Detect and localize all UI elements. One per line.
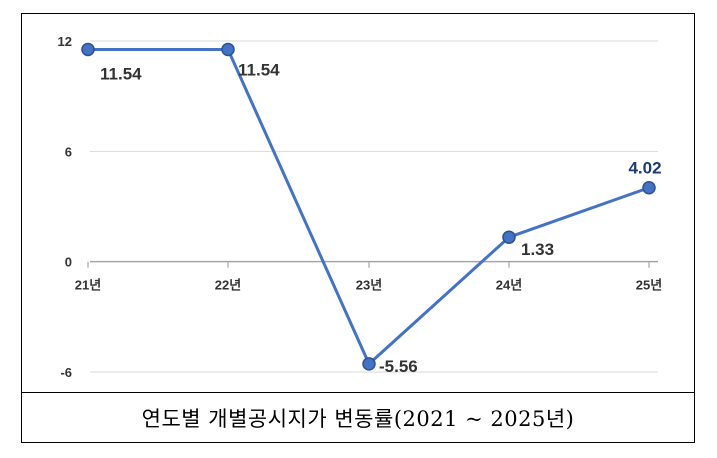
y-tick-label: 12 bbox=[58, 34, 72, 49]
chart-caption: 연도별 개별공시지가 변동률(2021 ~ 2025년) bbox=[22, 392, 694, 443]
x-tick-label: 23년 bbox=[356, 278, 382, 293]
y-tick-label: -6 bbox=[60, 365, 72, 380]
data-point bbox=[81, 42, 95, 57]
data-point bbox=[642, 180, 656, 195]
x-tick-label: 21년 bbox=[75, 278, 101, 293]
x-tick-label: 25년 bbox=[636, 278, 662, 293]
data-label: 1.33 bbox=[521, 240, 554, 259]
data-label: -5.56 bbox=[379, 357, 418, 376]
x-tick-label: 22년 bbox=[215, 278, 241, 293]
y-tick-label: 0 bbox=[65, 255, 72, 270]
y-tick-label: 6 bbox=[65, 144, 72, 159]
chart-frame: -6 0 6 12 21년 22년 23년 24년 25년 11.54 11.54 -5.56 1.33… bbox=[21, 13, 695, 443]
data-point bbox=[362, 357, 376, 371]
data-point bbox=[221, 42, 235, 57]
line-chart: -6 0 6 12 21년 22년 23년 24년 25년 11.54 11.54 -5.56 1.33… bbox=[58, 34, 663, 380]
data-label: 11.54 bbox=[238, 60, 280, 79]
data-point bbox=[502, 230, 516, 244]
data-label: 4.02 bbox=[628, 159, 661, 178]
x-tick-label: 24년 bbox=[496, 278, 522, 293]
data-label: 11.54 bbox=[100, 64, 142, 83]
series-line bbox=[88, 47, 650, 366]
